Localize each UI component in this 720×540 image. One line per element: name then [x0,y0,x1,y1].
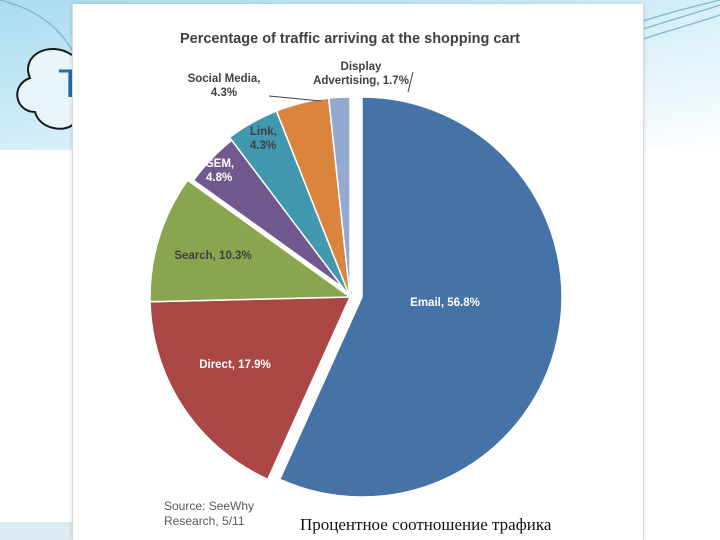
decorative-swoosh-lines [0,0,720,51]
slice-label-line: Email, 56.8% [410,297,480,309]
source-line-2: Research, 5/11 [164,514,245,528]
chart-card: Percentage of traffic arriving at the sh… [72,4,644,540]
slice-label-line: Social Media, [188,73,261,85]
slice-label-line: 4.3% [250,140,276,152]
pie-chart: Percentage of traffic arriving at the sh… [149,31,563,528]
slice-label-line: SEM, [206,158,234,170]
slice-label-line: Search, 10.3% [174,250,251,262]
slice-label: Email, 56.8% [410,297,480,309]
slice-label-line: Direct, 17.9% [199,359,271,371]
label-leader-line [268,95,322,102]
slice-label-line: Display [341,61,383,73]
slice-label-line: 4.8% [206,172,232,184]
slice-label-line: Link, [250,126,277,138]
pie-slice [278,96,563,498]
source-line-1: Source: SeeWhy [164,499,254,513]
slide-caption: Процентное соотношение трафика [300,514,610,538]
pie-slice [149,296,352,481]
label-leader-line [407,71,414,93]
pie-slice [327,96,351,298]
slice-label: Display Advertising, 1.7% [313,61,409,87]
cloud-shape [16,48,73,130]
slice-label: Direct, 17.9% [199,359,271,371]
slice-label: SEM, 4.8% [206,158,234,184]
slice-label: Link, 4.3% [250,126,277,152]
slice-label: Search, 10.3% [174,250,251,262]
chart-title: Percentage of traffic arriving at the sh… [180,31,520,47]
slide-footer-band [0,522,72,540]
svg-text:Source: SeeWhy Research,: Source: SeeWhy Research, 5/11 [164,499,257,528]
slice-label-line: 4.3% [211,87,237,99]
pie-slice [149,179,353,303]
slice-label-line: Advertising, 1.7% [313,75,409,87]
slice-label: Social Media, 4.3% [188,73,261,99]
